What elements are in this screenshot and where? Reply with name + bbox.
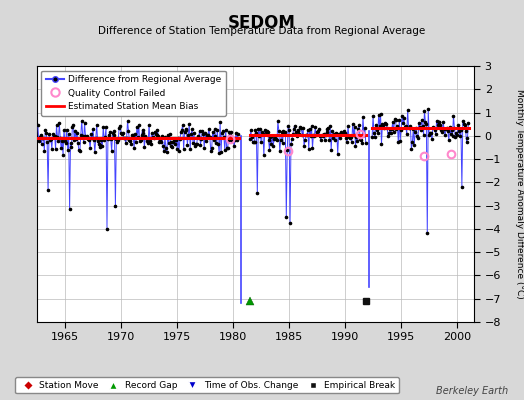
Y-axis label: Monthly Temperature Anomaly Difference (°C): Monthly Temperature Anomaly Difference (… xyxy=(515,89,524,299)
Text: Difference of Station Temperature Data from Regional Average: Difference of Station Temperature Data f… xyxy=(99,26,425,36)
Text: SEDOM: SEDOM xyxy=(228,14,296,32)
Legend: Station Move, Record Gap, Time of Obs. Change, Empirical Break: Station Move, Record Gap, Time of Obs. C… xyxy=(15,377,399,394)
Legend: Difference from Regional Average, Quality Control Failed, Estimated Station Mean: Difference from Regional Average, Qualit… xyxy=(41,70,226,116)
Text: Berkeley Earth: Berkeley Earth xyxy=(436,386,508,396)
